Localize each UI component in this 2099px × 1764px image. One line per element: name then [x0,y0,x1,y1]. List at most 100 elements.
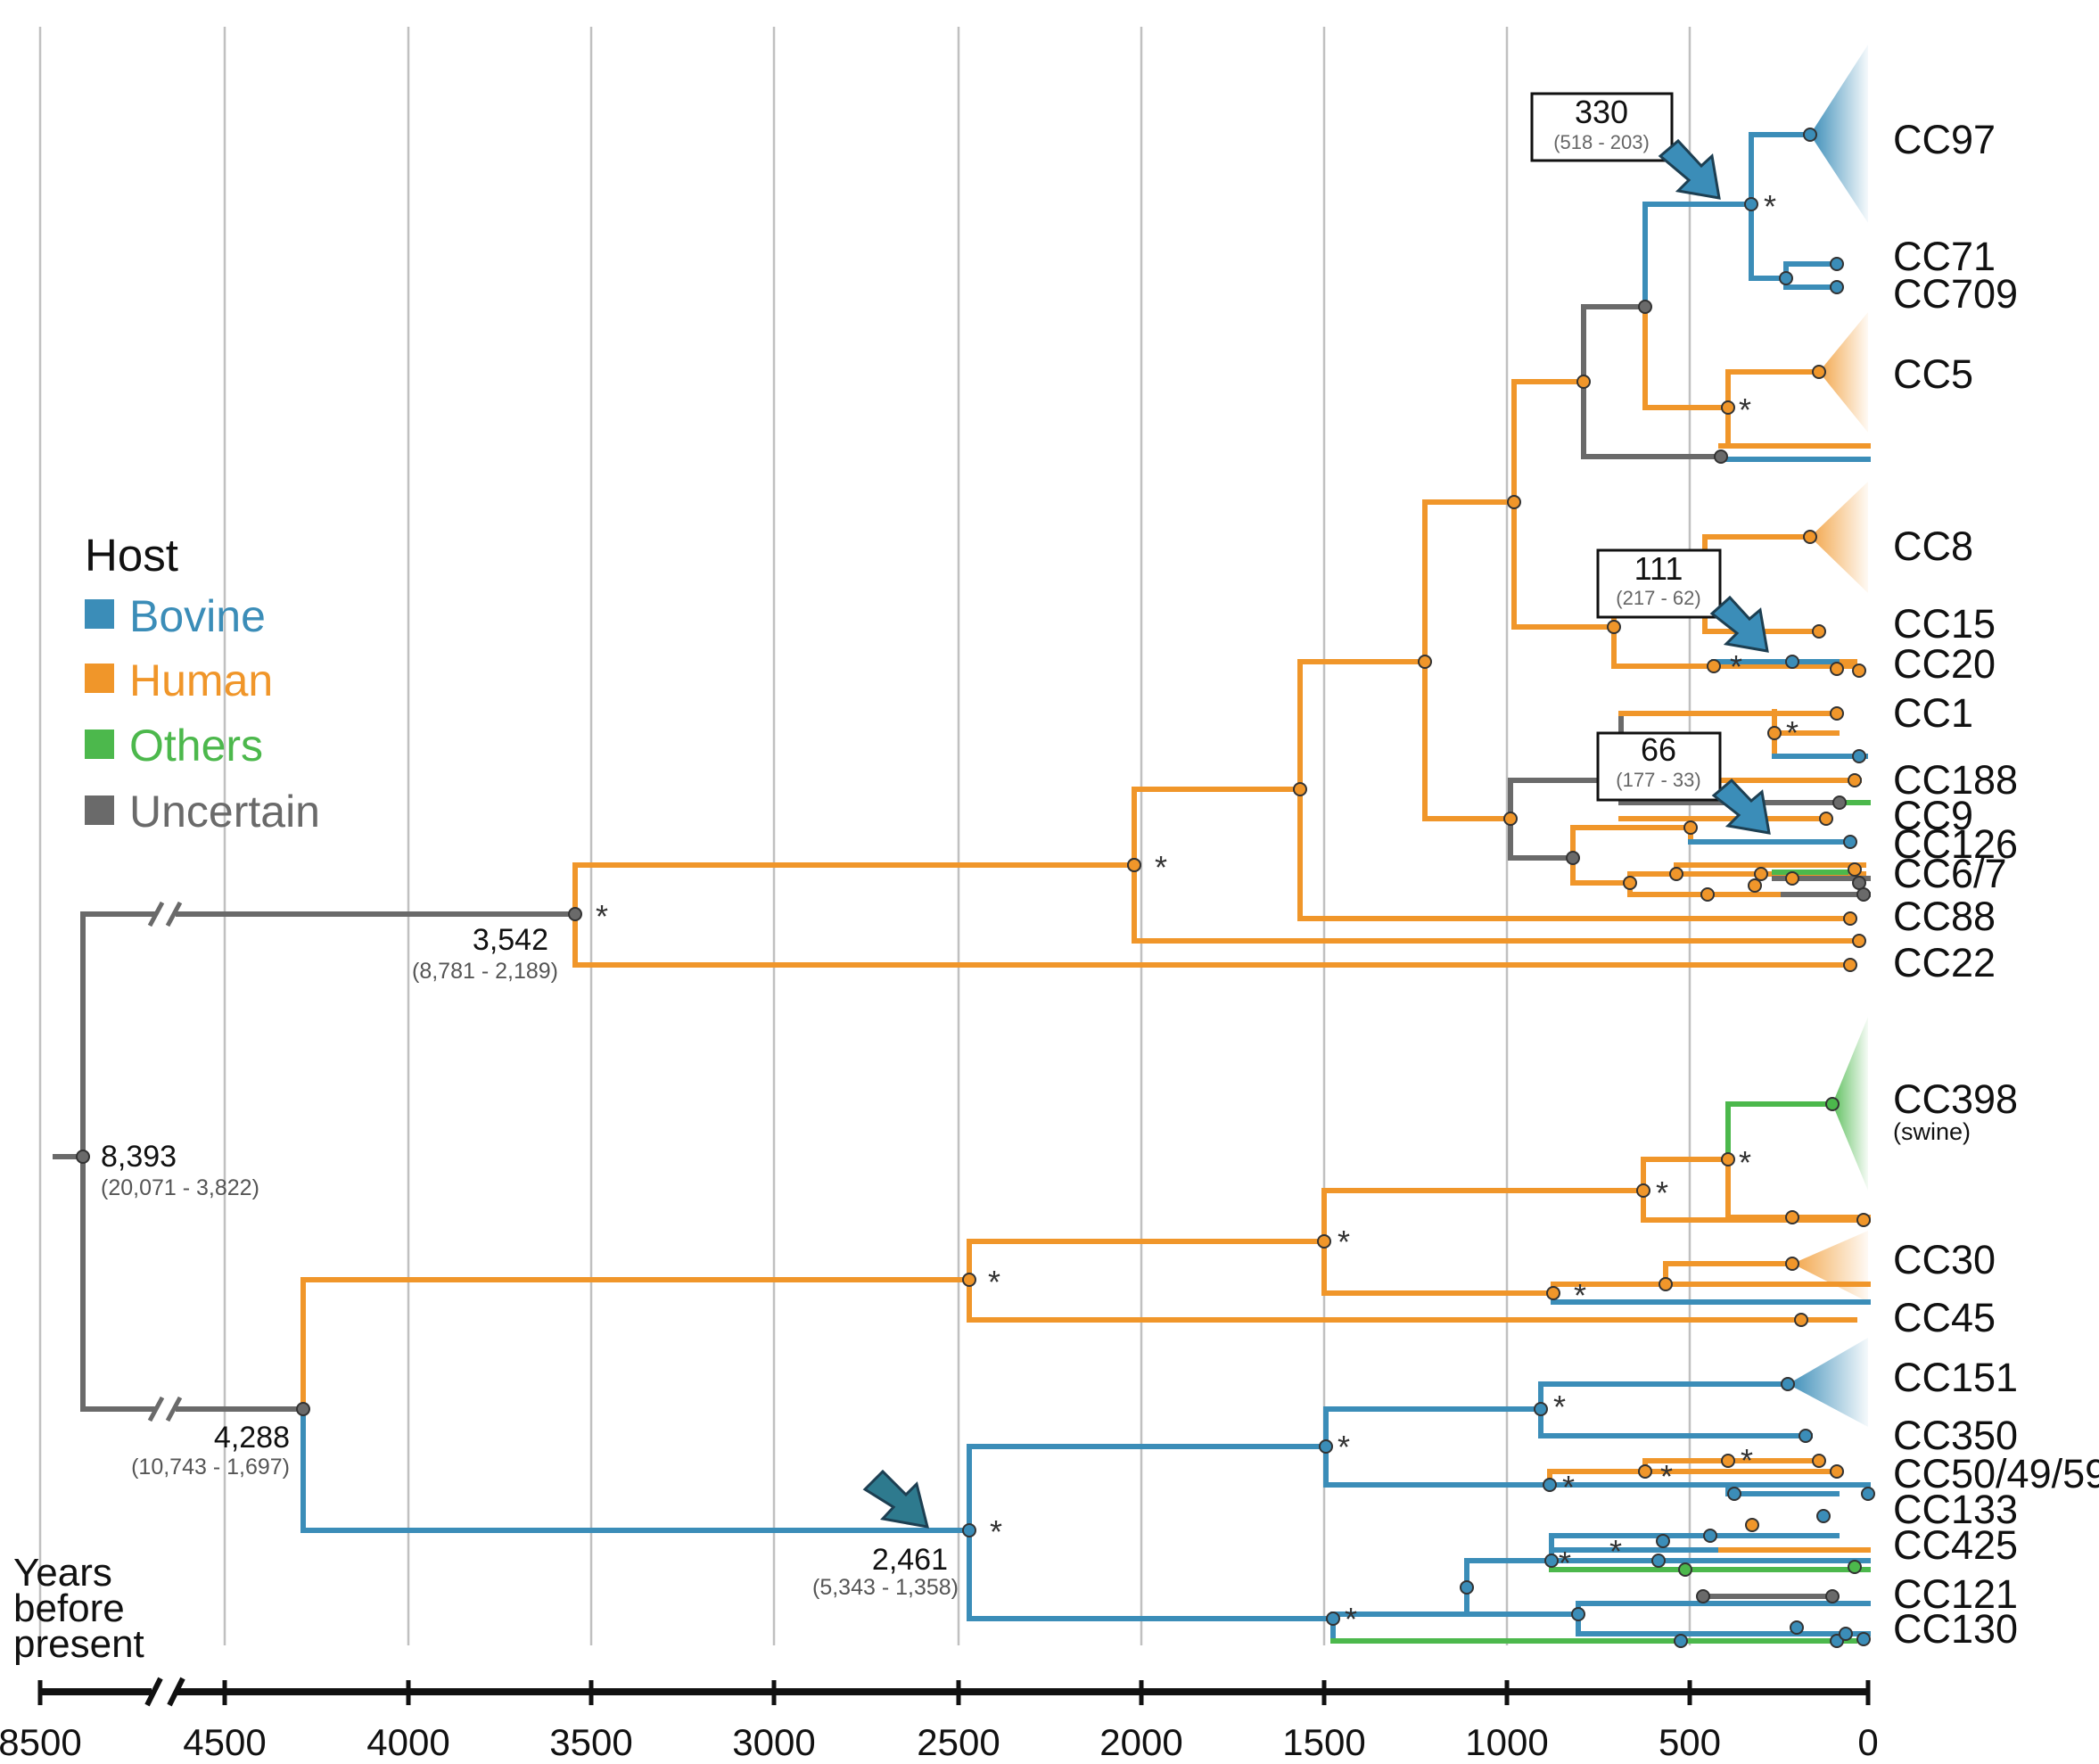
tree-node-1 [568,907,582,921]
clade-label-cc133: CC133 [1893,1487,2018,1532]
cc1-branch [1618,709,1868,759]
upper-age: 3,542 [473,923,548,957]
support-stars: * * * * * * * * * * * * * * * * * * * * [596,188,1799,1637]
bovine-lower-hpd: (5,343 - 1,358) [812,1575,959,1600]
jump-box-cc20: 111 (217 - 62) [1596,548,1769,653]
tree-node-39 [1848,862,1862,877]
bovine-lower-age: 2,461 [872,1543,948,1577]
axis-title-line-1: Years [13,1551,112,1595]
tree-node-54 [1856,1213,1871,1227]
tree-node-62 [1781,1377,1795,1391]
cc8-triangle [1810,482,1868,593]
legend-swatch-uncertain [85,795,114,825]
star-cc425b: * [1609,1533,1622,1570]
tick-4000: 4000 [366,1721,449,1763]
star-1742: * [1574,1277,1586,1314]
tree-node-67 [1812,1454,1826,1468]
star-cc20: * [1730,648,1742,685]
cc50-branch [1547,1458,1840,1488]
clade-label-cc15: CC15 [1893,601,1996,647]
tree-node-19 [1812,624,1826,639]
tick-1500: 1500 [1282,1721,1365,1763]
jump-box-cc20-frame [1596,548,1722,619]
jump-arrow-cc20 [1709,595,1769,653]
tree-node-2 [296,1402,310,1416]
time-axis: Years before present 8500 4500 4000 3500… [0,1551,1879,1763]
host-legend: Host Bovine Human Others Uncertain [85,530,320,837]
tick-3500: 3500 [549,1721,632,1763]
tick-2500: 2500 [917,1721,1000,1763]
jump-box-cc126-frame [1596,731,1722,802]
legend-label-human: Human [129,655,273,705]
tree-node-56 [1659,1277,1673,1291]
tree-node-59 [962,1523,976,1537]
clade-label-cc22: CC22 [1893,940,1996,985]
clade-label-cc30: CC30 [1893,1237,1996,1282]
star-cc50: * [1660,1458,1673,1495]
tree-node-78 [1745,1518,1759,1532]
star-2461: * [990,1513,1002,1550]
tree-node-12 [1830,257,1844,271]
break-mark-upper [147,901,183,927]
tree-node-43 [1748,878,1762,893]
tree-node-45 [1852,934,1866,948]
tick-8500: 8500 [0,1721,82,1763]
tree-node-55 [1546,1286,1560,1300]
root-hpd: (20,071 - 3,822) [101,1175,259,1200]
jump-box-cc97-frame [1530,92,1674,162]
axis-break-marks [147,901,183,1422]
upper-hpd: (8,781 - 2,189) [412,959,558,984]
tree-node-10 [1803,128,1817,142]
cc97-triangle [1810,45,1868,223]
legend-label-bovine: Bovine [129,591,266,641]
tree-node-71 [1326,1612,1340,1626]
tree-node-7 [1576,375,1591,389]
cc398-branch [1725,1101,1835,1162]
tree-node-23 [1852,664,1866,678]
clade-label-cc425: CC425 [1893,1522,2018,1568]
tree-node-13 [1830,280,1844,294]
tree-node-81 [1651,1554,1666,1568]
tree-node-34 [1843,835,1857,849]
tick-1000: 1000 [1465,1721,1548,1763]
star-2000: * [1155,849,1167,886]
tree-node-80 [1848,1560,1862,1574]
tree-node-44 [1843,911,1857,926]
clade-label-cc709: CC709 [1893,271,2018,317]
tree-node-31 [1832,795,1847,810]
tree-node-15 [1812,365,1826,379]
tree-node-28 [1830,706,1844,721]
star-1495: * [1345,1601,1357,1637]
lower-age: 4,288 [214,1421,290,1455]
tree-node-63 [1799,1429,1813,1443]
jump-box-cc97-hpd: (518 - 203) [1553,131,1650,153]
clade-labels: CC97 CC71 CC709 CC5 CC8 CC15 CC20 CC1 CC… [1893,117,2099,1652]
tree-node-5 [1418,655,1432,669]
star-cc398: * [1739,1144,1751,1181]
jump-box-cc20-hpd: (217 - 62) [1616,587,1700,609]
tree-node-16 [1714,449,1728,464]
clade-label-cc6-7: CC6/7 [1893,851,2007,896]
tree-node-69 [1727,1487,1741,1501]
tick-4500: 4500 [183,1721,266,1763]
tick-2000: 2000 [1099,1721,1182,1763]
tree-node-24 [1503,812,1518,826]
tree-node-46 [1843,958,1857,972]
legend-swatch-human [85,664,114,693]
clade-label-cc5: CC5 [1893,351,1973,397]
jump-box-cc126: 66 (177 - 33) [1596,731,1771,835]
clade-sublabel-cc398: (swine) [1893,1118,1971,1145]
star-cc50b: * [1741,1442,1753,1479]
clade-label-cc8: CC8 [1893,523,1973,569]
clade-label-cc188: CC188 [1893,757,2018,803]
jump-box-cc126-age: 66 [1641,731,1676,768]
node-age-labels: 8,393 (20,071 - 3,822) 3,542 (8,781 - 2,… [101,923,959,1600]
cc5-triangle [1819,312,1868,433]
clade-label-cc151: CC151 [1893,1355,2018,1400]
tree-node-64 [1543,1478,1557,1492]
tree-node-4 [1293,782,1307,796]
tick-500: 500 [1659,1721,1721,1763]
jump-arrow-cc126 [1711,778,1771,835]
tree-branches [53,132,1871,1644]
axis-title-line-3: present [13,1622,144,1666]
